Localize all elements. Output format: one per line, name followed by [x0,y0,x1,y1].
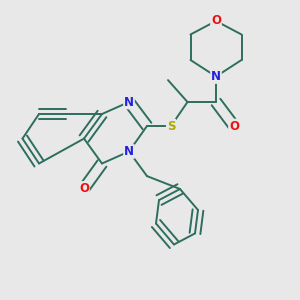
Text: N: N [124,95,134,109]
Text: O: O [211,14,221,28]
Text: N: N [124,145,134,158]
Text: S: S [167,119,175,133]
Text: O: O [79,182,89,195]
Text: O: O [229,119,239,133]
Text: N: N [211,70,221,83]
